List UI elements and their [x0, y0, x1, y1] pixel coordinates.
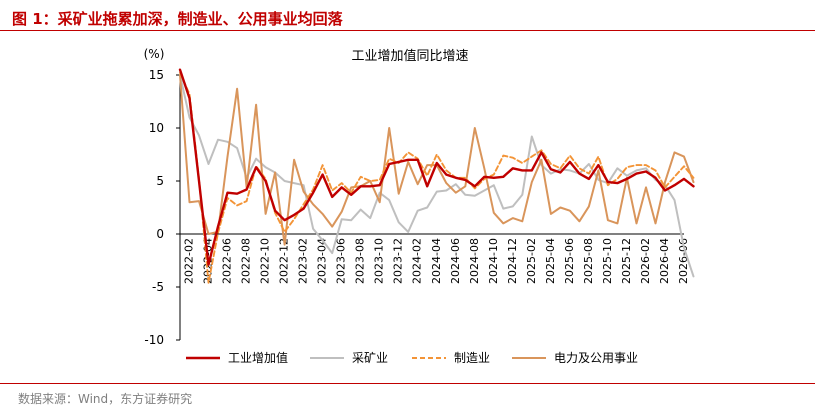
x-tick-label: 2025-08 [582, 238, 595, 284]
x-tick-label: 2024-02 [411, 238, 424, 284]
chart-title: 工业增加值同比增速 [351, 48, 468, 64]
footer-rule [0, 383, 815, 384]
source-note: 数据来源：Wind，东方证券研究 [18, 392, 193, 406]
legend-label: 电力及公用事业 [554, 351, 638, 365]
x-tick-label: 2025-06 [563, 238, 576, 284]
y-tick-label: 10 [149, 121, 164, 135]
x-tick-label: 2023-12 [392, 238, 405, 284]
x-tick-label: 2023-10 [373, 238, 386, 284]
x-tick-label: 2025-04 [544, 238, 557, 284]
x-tick-label: 2025-10 [601, 238, 614, 284]
y-tick-label: 15 [149, 68, 164, 82]
x-tick-label: 2023-08 [354, 238, 367, 284]
x-tick-label: 2024-08 [468, 238, 481, 284]
header-rule [0, 30, 815, 31]
x-tick-label: 2022-08 [240, 238, 253, 284]
figure-header: 图 1：采矿业拖累加深，制造业、公用事业均回落 [0, 0, 815, 31]
x-tick-label: 2024-06 [449, 238, 462, 284]
x-tick-label: 2024-04 [430, 238, 443, 284]
x-tick-label: 2022-12 [278, 238, 291, 284]
series-lines [178, 68, 695, 284]
x-tick-label: 2022-10 [259, 238, 272, 284]
figure-title: 图 1：采矿业拖累加深，制造业、公用事业均回落 [12, 10, 343, 28]
y-unit-label: (%) [144, 47, 165, 61]
y-tick-label: -5 [152, 280, 164, 294]
x-tick-label: 2022-06 [221, 238, 234, 284]
x-tick-label: 2023-04 [316, 238, 329, 284]
legend-label: 工业增加值 [228, 350, 288, 365]
y-tick-label: 5 [156, 174, 164, 188]
y-axis: -10 -5 0 5 10 15 [144, 68, 181, 347]
x-tick-label: 2025-12 [620, 238, 633, 284]
x-tick-label: 2026-02 [639, 238, 652, 284]
x-tick-label: 2024-10 [487, 238, 500, 284]
x-tick-label: 2026-04 [658, 238, 671, 284]
x-axis: 2022-02 2022-04 2022-06 2022-08 2022-10 2022-… [180, 233, 690, 284]
series-line-0 [178, 68, 695, 266]
y-tick-label: -10 [144, 333, 164, 347]
x-tick-label: 2025-02 [525, 238, 538, 284]
x-tick-label: 2023-02 [297, 238, 310, 284]
series-line-2 [179, 71, 695, 284]
x-tick-label: 2026-06 [677, 238, 690, 284]
legend-label: 制造业 [454, 351, 490, 365]
legend-label: 采矿业 [352, 351, 388, 365]
x-tick-label: 2024-12 [506, 238, 519, 284]
figure-footer: 数据来源：Wind，东方证券研究 [0, 380, 815, 411]
y-tick-label: 0 [156, 227, 164, 241]
legend: 工业增加值 采矿业 制造业 电力及公用事业 [186, 350, 638, 365]
x-tick-label: 2022-02 [183, 238, 196, 284]
x-tick-label: 2023-06 [335, 238, 348, 284]
